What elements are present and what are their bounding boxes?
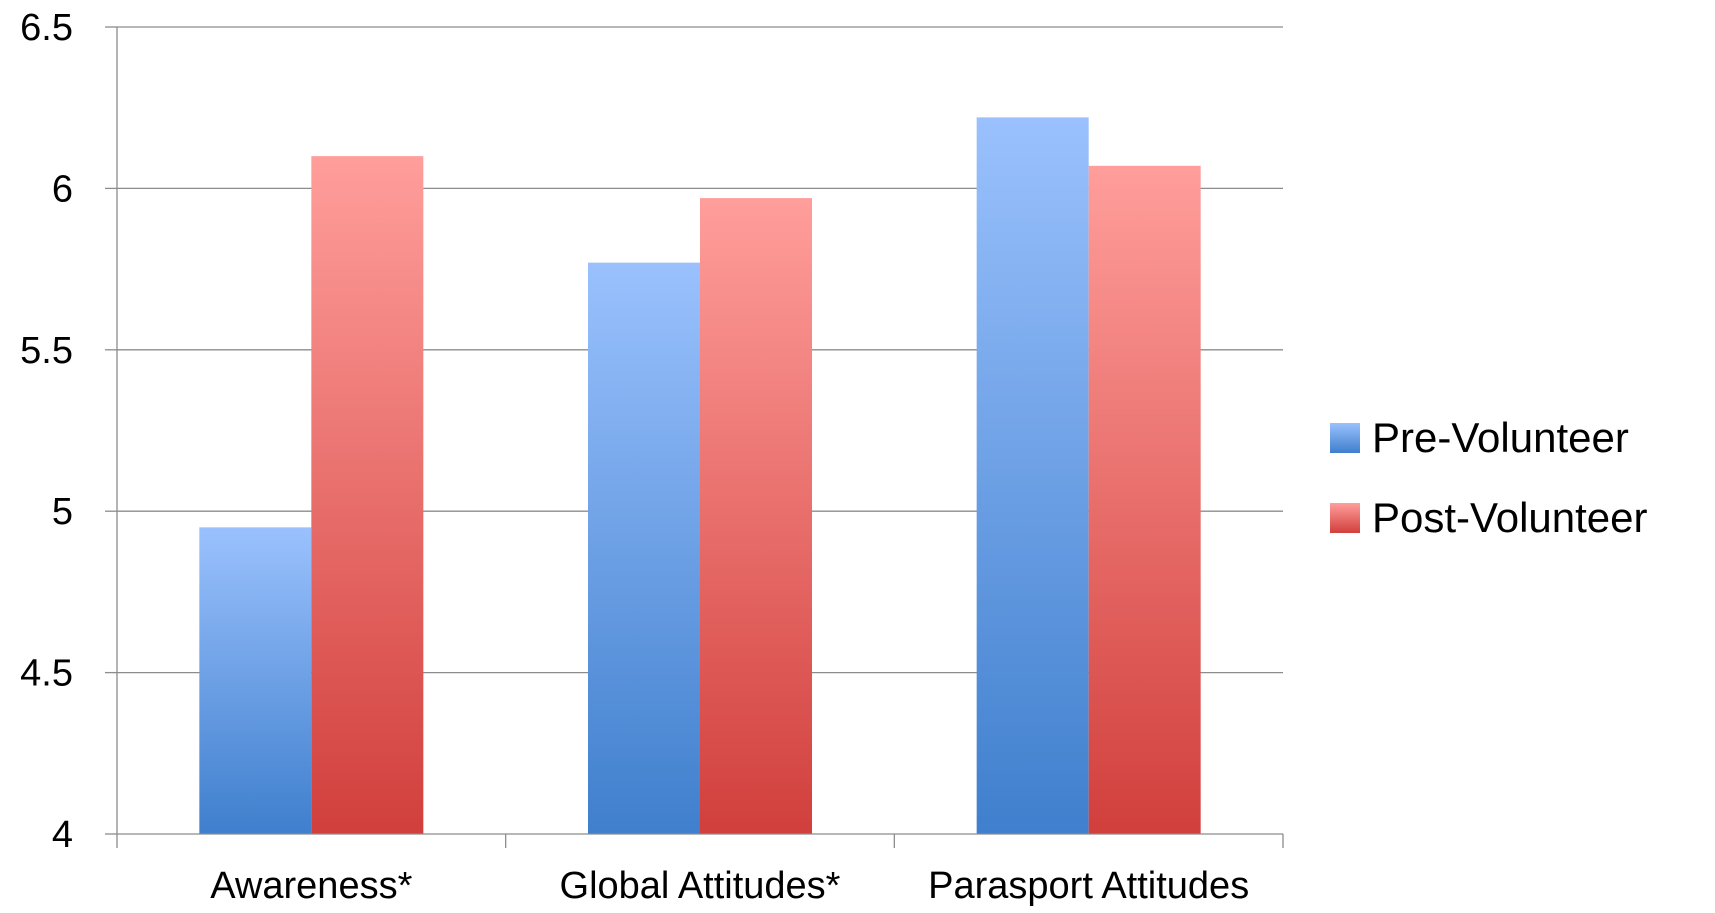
x-tick-label: Parasport Attitudes (928, 865, 1249, 907)
legend: Pre-Volunteer Post-Volunteer (1330, 398, 1648, 558)
y-tick-label: 5 (52, 491, 73, 533)
y-tick-labels: 4 4.5 5 5.5 6 6.5 (20, 7, 73, 856)
y-tick-label: 4 (52, 814, 73, 856)
bars (199, 117, 1201, 835)
bar-pre-volunteer-0 (199, 527, 312, 834)
legend-swatch-post-volunteer (1330, 503, 1360, 533)
bar-post-volunteer-2 (1088, 165, 1201, 834)
y-tick-label: 5.5 (20, 330, 73, 372)
bar-post-volunteer-1 (700, 198, 812, 835)
legend-item-post-volunteer: Post-Volunteer (1330, 478, 1648, 558)
bar-pre-volunteer-2 (976, 117, 1089, 834)
legend-item-pre-volunteer: Pre-Volunteer (1330, 398, 1648, 478)
x-tick-labels: Awareness* Global Attitudes* Parasport Att… (210, 865, 1249, 907)
y-tick-label: 6.5 (20, 7, 73, 49)
legend-label-pre-volunteer: Pre-Volunteer (1372, 414, 1629, 461)
axes (105, 26, 1284, 848)
x-tick-label: Awareness* (210, 865, 412, 907)
legend-label-post-volunteer: Post-Volunteer (1372, 494, 1648, 541)
bar-post-volunteer-0 (311, 156, 424, 834)
x-tick-label: Global Attitudes* (560, 865, 841, 907)
legend-swatch-pre-volunteer (1330, 423, 1360, 453)
y-tick-label: 6 (52, 168, 73, 210)
bar-pre-volunteer-1 (588, 262, 700, 834)
y-tick-label: 4.5 (20, 653, 73, 695)
